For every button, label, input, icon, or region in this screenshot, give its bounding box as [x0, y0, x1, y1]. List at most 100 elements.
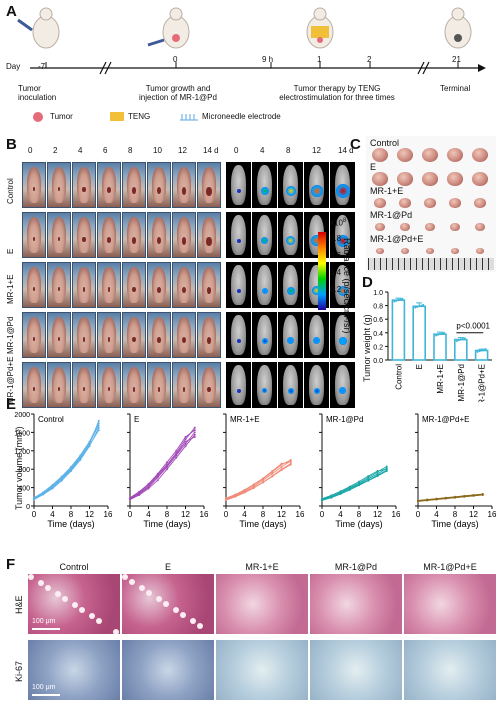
mouse-photo: [147, 212, 171, 258]
legend-tumor-label: Tumor: [50, 112, 73, 121]
teng-icon: [311, 26, 329, 38]
mouse-photo: [122, 212, 146, 258]
e-point: [280, 469, 283, 472]
ki67-image: [404, 640, 496, 700]
e-point: [225, 499, 227, 502]
mouse-icon-terminal: [444, 7, 472, 49]
e-point: [234, 493, 237, 496]
tumor-sample: [397, 148, 413, 162]
e-series-line: [321, 468, 387, 500]
e-point: [175, 449, 178, 452]
mouse-photo: [147, 312, 171, 358]
e-point: [463, 495, 466, 498]
e-point: [367, 476, 370, 479]
e-xlabel: Time (days): [239, 519, 286, 529]
panel-letter-f: F: [6, 556, 16, 573]
e-xtick-label: 0: [320, 510, 325, 519]
d-category-label: E: [415, 364, 424, 369]
e-point: [339, 493, 342, 496]
e-series-line: [225, 464, 291, 501]
e-xtick-label: 16: [392, 510, 401, 519]
e-xtick-label: 12: [469, 510, 478, 519]
histology-group-label: E: [164, 562, 171, 572]
e-point: [321, 497, 323, 500]
ivis-image: [252, 312, 277, 358]
e-ytick-label: 400: [18, 486, 30, 493]
colorbar-exp: x108: [330, 218, 347, 228]
e-point: [472, 494, 475, 497]
panel-letter-a: A: [6, 3, 17, 20]
e-point: [358, 480, 360, 483]
e-point: [289, 459, 292, 461]
d-ytick-label: 0.2: [373, 344, 383, 351]
e-point: [376, 470, 379, 473]
mouse-photo: [197, 162, 221, 208]
d-point: [443, 331, 445, 334]
colorbar-tick: 0.6: [330, 251, 342, 260]
e-point: [175, 453, 178, 456]
ivis-image: [304, 312, 329, 358]
e-point: [289, 463, 292, 466]
ivis-day-label: 12: [312, 146, 321, 155]
tumor-sample: [401, 247, 409, 255]
mouse-photo: [97, 262, 121, 308]
tumor-sample: [475, 222, 485, 232]
ivis-image: [330, 162, 355, 208]
e-series-line: [33, 422, 100, 499]
histology-group-label: MR-1@Pd+E: [423, 562, 477, 572]
mouse-photo: [172, 362, 196, 408]
tick-label: 9 h: [262, 55, 274, 64]
d-category-label: MR-1@Pd: [457, 364, 466, 401]
he-image: [122, 574, 214, 634]
panel-letter-b: B: [6, 136, 17, 153]
e-group-title: Control: [38, 415, 64, 424]
timeline-arrow: [478, 64, 486, 72]
tumor-sample: [447, 148, 463, 162]
colorbar-tick: 0.4: [330, 268, 342, 277]
photo-day-label: 0: [28, 146, 33, 155]
d-point: [480, 349, 483, 352]
ivis-image: [226, 162, 251, 208]
e-xlabel: Time (days): [335, 519, 382, 529]
mouse-photo: [47, 262, 71, 308]
ki67-image: [310, 640, 402, 700]
e-xtick-label: 8: [261, 510, 266, 519]
e-ytick-label: 800: [18, 467, 30, 474]
mouse-icon-therapy: [306, 7, 334, 49]
e-series-line: [417, 493, 483, 502]
tumor-sample: [472, 148, 488, 162]
e-point: [97, 422, 100, 425]
ivis-image: [226, 212, 251, 258]
e-xtick-label: 0: [32, 510, 37, 519]
mouse-photo: [72, 312, 96, 358]
d-category-label: MR-1+E: [436, 364, 445, 394]
e-point: [330, 496, 333, 499]
teng-legend-icon: [110, 112, 124, 121]
tumor-sample: [375, 222, 385, 232]
e-series-line: [129, 434, 196, 500]
tumor-sample: [447, 172, 463, 186]
e-xtick-label: 16: [104, 510, 113, 519]
e-point: [444, 496, 447, 499]
e-point: [454, 496, 456, 499]
tumor-group-label: Control: [370, 138, 400, 148]
tumor-group-label: E: [370, 162, 377, 172]
group-label: MR-1@Pd: [6, 316, 15, 354]
e-point: [129, 496, 131, 499]
e-point: [147, 482, 150, 485]
d-point: [401, 297, 404, 300]
tumor-sample: [476, 247, 484, 255]
d-pvalue: p<0.0001: [456, 322, 490, 331]
tumor-group-label: MR-1@Pd: [370, 210, 413, 220]
e-series-line: [321, 470, 387, 501]
mouse-photo: [122, 362, 146, 408]
mouse-photo: [122, 162, 146, 208]
panel-letter-c: C: [350, 136, 361, 153]
event-inoculation: Tumor inoculation: [18, 84, 57, 102]
e-point: [193, 426, 196, 429]
tumor-sample: [472, 172, 488, 186]
e-point: [435, 497, 438, 500]
e-xtick-label: 0: [416, 510, 421, 519]
e-point: [481, 493, 484, 496]
histology-group-label: MR-1+E: [245, 562, 279, 572]
